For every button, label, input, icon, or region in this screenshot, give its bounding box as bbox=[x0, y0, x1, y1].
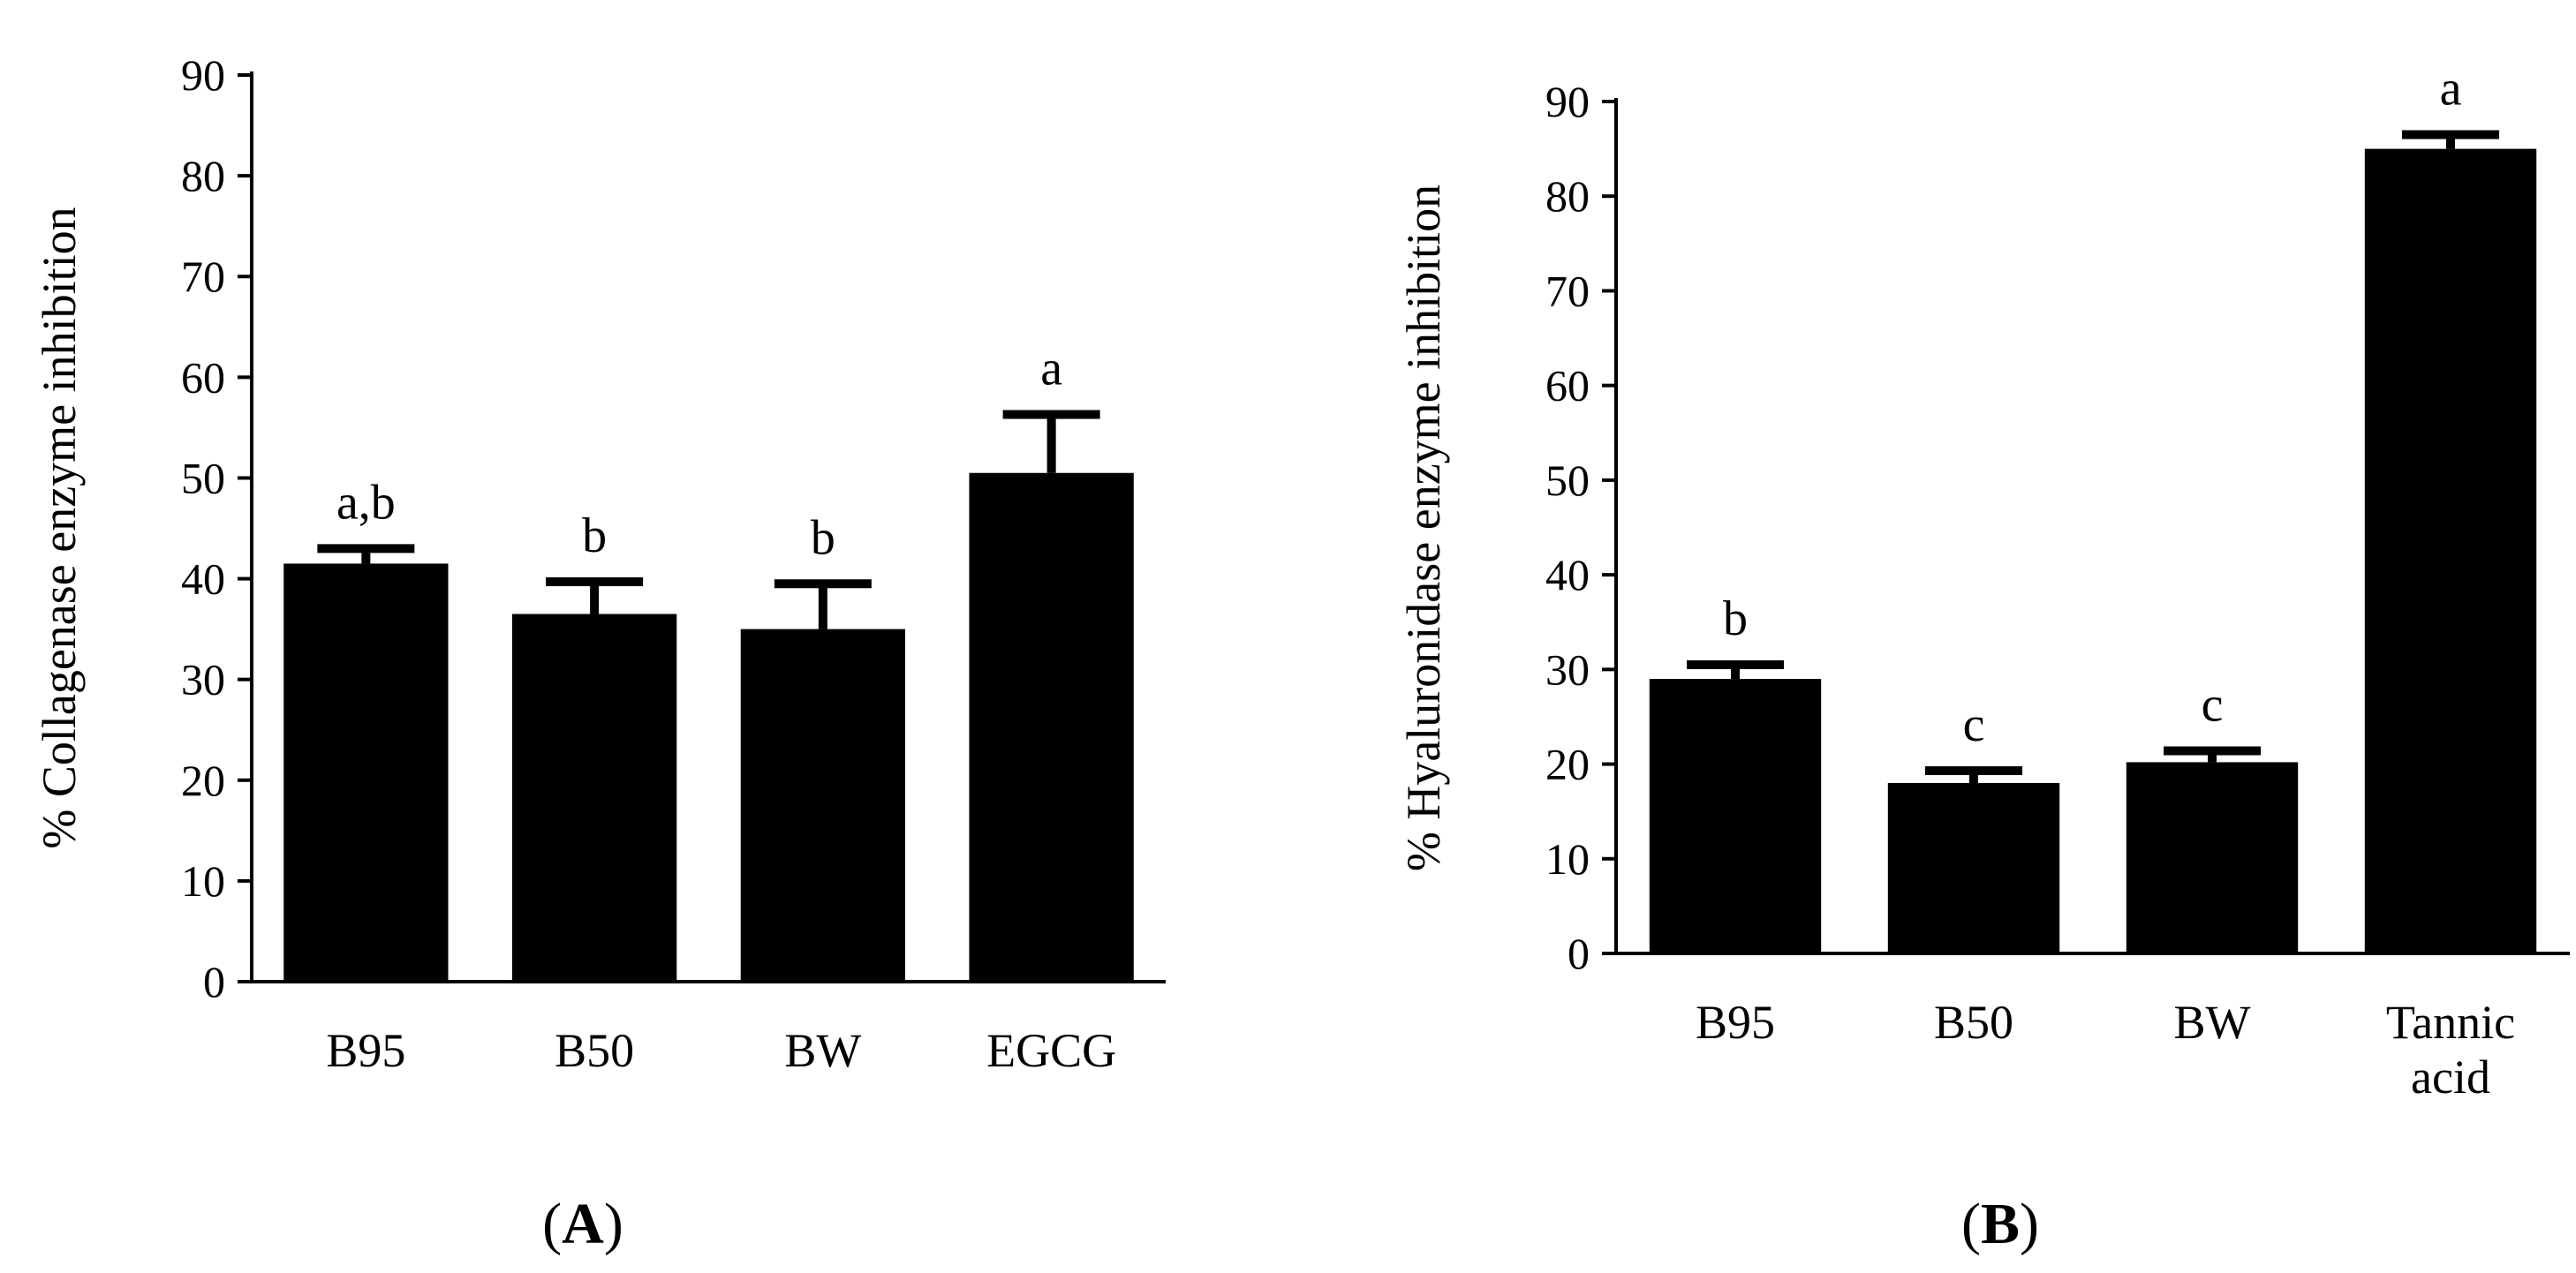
panel-b-significance-label: b bbox=[1723, 591, 1748, 646]
panel-a-bar bbox=[511, 614, 677, 982]
panel-b-y-tick-label: 30 bbox=[1545, 644, 1590, 694]
panel-b-bar bbox=[1887, 783, 2060, 953]
panel-b-category-label: acid bbox=[2411, 1051, 2490, 1104]
panel-b-category-label: B50 bbox=[1934, 996, 2013, 1049]
panel-a-y-tick-label: 40 bbox=[181, 554, 225, 604]
panel-b-y-tick-label: 0 bbox=[1568, 929, 1590, 978]
panel-a-panel-label: (A) bbox=[542, 1192, 623, 1256]
panel-b-category-label: BW bbox=[2174, 996, 2251, 1049]
panel-a-category-label: EGCG bbox=[986, 1024, 1116, 1077]
panel-a-category-label: BW bbox=[784, 1024, 861, 1077]
panel-a-significance-label: b bbox=[811, 510, 835, 565]
panel-b-chart: 0 10 20 30 40 50 60 70 80 90 % Hyaluronidase enzym… bbox=[1397, 62, 2570, 1256]
panel-a-y-tick-label: 20 bbox=[181, 756, 225, 805]
panel-b-bar bbox=[1649, 679, 1822, 953]
panel-a-bar bbox=[969, 472, 1134, 982]
panel-a-y-tick-label: 70 bbox=[181, 252, 225, 301]
panel-b-bar bbox=[2364, 148, 2537, 954]
panel-a-y-tick-label: 90 bbox=[181, 50, 225, 100]
panel-a-y-tick-label: 60 bbox=[181, 352, 225, 402]
panel-b-significance-label: c bbox=[1963, 697, 1985, 752]
panel-b-y-tick-label: 80 bbox=[1545, 171, 1590, 221]
panel-a-bar bbox=[283, 563, 449, 982]
panel-a-category-label: B95 bbox=[326, 1024, 405, 1077]
panel-a-significance-label: b bbox=[582, 508, 607, 563]
panel-b-y-tick-label: 10 bbox=[1545, 834, 1590, 884]
panel-a-y-tick-label: 10 bbox=[181, 856, 225, 906]
panel-b-significance-label: a bbox=[2440, 62, 2462, 117]
panel-b-y-tick-label: 40 bbox=[1545, 550, 1590, 599]
panel-b-y-axis-label: % Hyaluronidase enzyme inhibition bbox=[1397, 185, 1450, 871]
panel-a-y-tick-label: 50 bbox=[181, 453, 225, 502]
panel-b-significance-label: c bbox=[2202, 678, 2224, 733]
panel-a-category-label: B50 bbox=[555, 1024, 634, 1077]
panel-b-panel-label: (B) bbox=[1961, 1192, 2039, 1256]
panel-a-chart: 0 10 20 30 40 50 60 70 80 90 % Collagenase enzyme … bbox=[33, 50, 1166, 1256]
panel-a-y-axis-label: % Collagenase enzyme inhibition bbox=[33, 207, 86, 848]
panel-a-y-tick-label: 30 bbox=[181, 655, 225, 704]
panel-a-significance-label: a bbox=[1040, 342, 1062, 396]
panel-b-category-label: Tannic bbox=[2386, 996, 2515, 1049]
panel-a-y-tick-label: 0 bbox=[203, 957, 225, 1006]
panel-a-bar bbox=[740, 629, 906, 982]
panel-b-y-tick-label: 50 bbox=[1545, 456, 1590, 505]
panel-b-bar bbox=[2126, 762, 2299, 953]
panel-b-y-tick-label: 20 bbox=[1545, 740, 1590, 789]
panel-b-y-tick-label: 70 bbox=[1545, 266, 1590, 315]
panel-a-significance-label: a,b bbox=[336, 475, 396, 530]
panel-a-y-tick-label: 80 bbox=[181, 151, 225, 200]
panel-b-y-tick-label: 60 bbox=[1545, 361, 1590, 411]
panel-b-y-tick-label: 90 bbox=[1545, 77, 1590, 126]
panel-b-category-label: B95 bbox=[1696, 996, 1775, 1049]
